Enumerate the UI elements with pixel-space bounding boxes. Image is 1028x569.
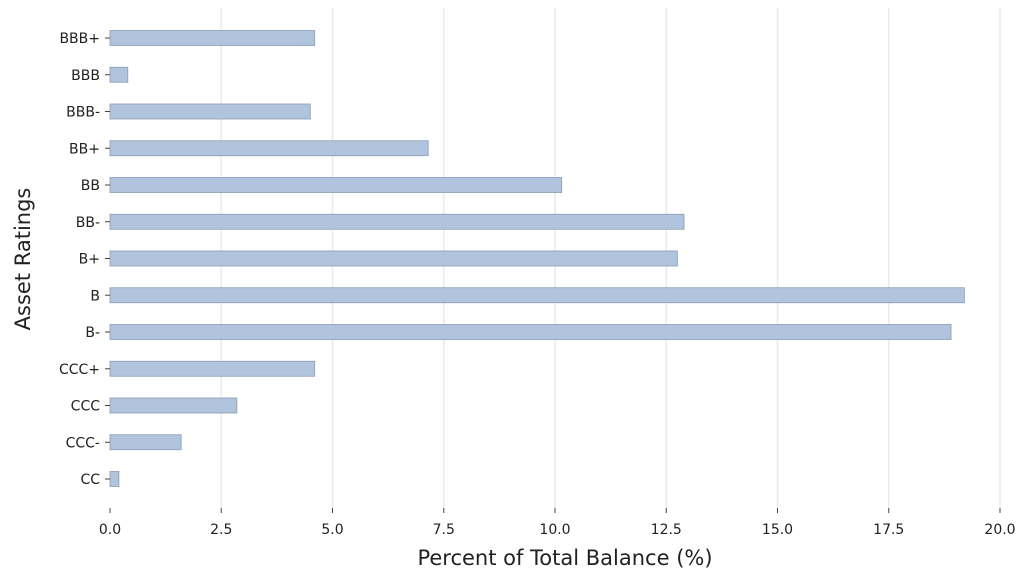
bar-bb-minus bbox=[109, 213, 685, 230]
bar-bbb-minus bbox=[109, 103, 311, 120]
bars bbox=[109, 30, 965, 487]
bar-bbb bbox=[109, 66, 129, 83]
y-tick-label: BBB bbox=[71, 68, 100, 84]
bar-b-minus bbox=[109, 324, 952, 340]
x-tick-label: 0.0 bbox=[99, 522, 121, 538]
x-tick-label: 5.0 bbox=[321, 522, 343, 538]
bar-bb bbox=[109, 177, 563, 193]
bar-b bbox=[109, 287, 965, 304]
y-tick-label: BB- bbox=[76, 215, 100, 231]
y-tick-label: BB bbox=[81, 178, 100, 194]
x-axis-title: Percent of Total Balance (%) bbox=[417, 546, 712, 569]
y-tick-label: BB+ bbox=[69, 141, 100, 157]
y-tick-label: CC bbox=[80, 472, 100, 488]
x-tick-label: 20.0 bbox=[984, 522, 1015, 538]
x-tick-label: 12.5 bbox=[651, 522, 682, 538]
x-tick-label: 15.0 bbox=[762, 522, 793, 538]
bar-ccc bbox=[109, 397, 238, 414]
bar-bbb-plus bbox=[109, 30, 316, 46]
bar-cc bbox=[109, 471, 120, 487]
x-tick-label: 2.5 bbox=[210, 522, 232, 538]
x-tick-label: 10.0 bbox=[539, 522, 570, 538]
y-tick-label: CCC+ bbox=[59, 362, 100, 378]
y-tick-label: B- bbox=[85, 325, 100, 341]
y-axis-title: Asset Ratings bbox=[11, 188, 35, 331]
y-tick-label: CCC- bbox=[66, 435, 100, 451]
y-tick-label: B+ bbox=[79, 252, 100, 268]
bar-ccc-minus bbox=[109, 434, 182, 451]
y-tick-label: BBB- bbox=[66, 105, 100, 121]
x-tick-label: 7.5 bbox=[433, 522, 455, 538]
bar-ccc-plus bbox=[109, 360, 316, 377]
y-tick-label: BBB+ bbox=[59, 31, 100, 47]
bar-bb-plus bbox=[109, 140, 429, 157]
x-tick-label: 17.5 bbox=[873, 522, 904, 538]
bar-b-plus bbox=[109, 250, 678, 267]
y-tick-label: B bbox=[90, 288, 100, 304]
x-axis-ticks: 0.0 2.5 5.0 7.5 10.0 12.5 15.0 17.5 20.0 bbox=[99, 508, 1016, 538]
y-tick-label: CCC bbox=[71, 399, 101, 415]
